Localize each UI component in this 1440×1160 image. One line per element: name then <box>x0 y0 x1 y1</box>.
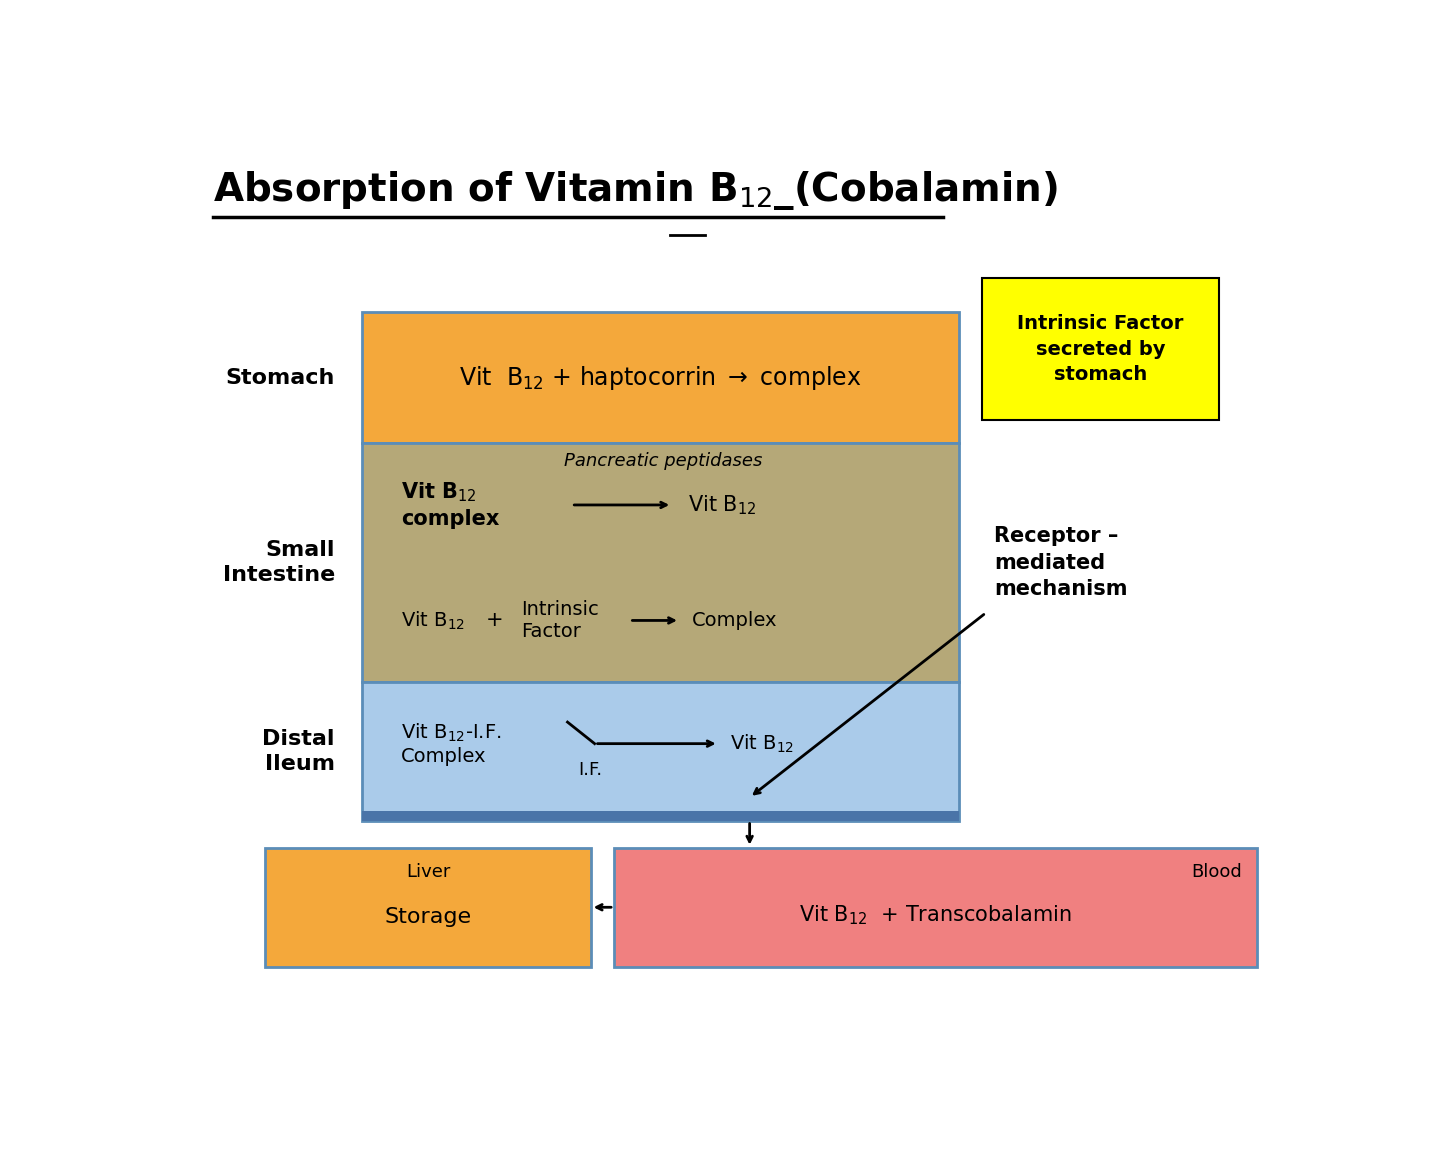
Text: Distal
Ileum: Distal Ileum <box>262 728 336 774</box>
Text: Intrinsic Factor
secreted by
stomach: Intrinsic Factor secreted by stomach <box>1017 313 1184 384</box>
Text: Liver: Liver <box>406 863 451 880</box>
Text: Stomach: Stomach <box>226 368 336 387</box>
Text: Vit  B$_{12}$ + haptocorrin $\rightarrow$ complex: Vit B$_{12}$ + haptocorrin $\rightarrow$… <box>459 364 861 392</box>
Text: Vit B$_{12}$
complex: Vit B$_{12}$ complex <box>400 480 500 529</box>
Text: Intrinsic
Factor: Intrinsic Factor <box>521 600 599 641</box>
Text: Small
Intestine: Small Intestine <box>223 541 336 585</box>
Bar <box>265 848 590 967</box>
Text: Storage: Storage <box>384 906 471 927</box>
Text: Vit B$_{12}$-I.F.
Complex: Vit B$_{12}$-I.F. Complex <box>400 722 501 766</box>
Bar <box>361 682 959 820</box>
Text: Vit B$_{12}$: Vit B$_{12}$ <box>730 732 795 755</box>
Text: Vit B$_{12}$: Vit B$_{12}$ <box>688 493 756 516</box>
Text: Blood: Blood <box>1191 863 1241 880</box>
Bar <box>361 443 959 682</box>
Bar <box>361 312 959 443</box>
Text: Vit B$_{12}$  + Transcobalamin: Vit B$_{12}$ + Transcobalamin <box>799 904 1071 927</box>
Text: Absorption of Vitamin B$_{12}$_(Cobalamin): Absorption of Vitamin B$_{12}$_(Cobalami… <box>213 169 1057 212</box>
Text: Vit B$_{12}$: Vit B$_{12}$ <box>400 609 465 631</box>
Text: I.F.: I.F. <box>579 761 603 778</box>
Text: Receptor –
mediated
mechanism: Receptor – mediated mechanism <box>994 527 1128 599</box>
Bar <box>361 811 959 820</box>
Text: Pancreatic peptidases: Pancreatic peptidases <box>563 452 762 470</box>
Text: +: + <box>487 610 504 630</box>
Bar <box>613 848 1257 967</box>
Text: Complex: Complex <box>691 611 778 630</box>
Bar <box>982 277 1218 420</box>
